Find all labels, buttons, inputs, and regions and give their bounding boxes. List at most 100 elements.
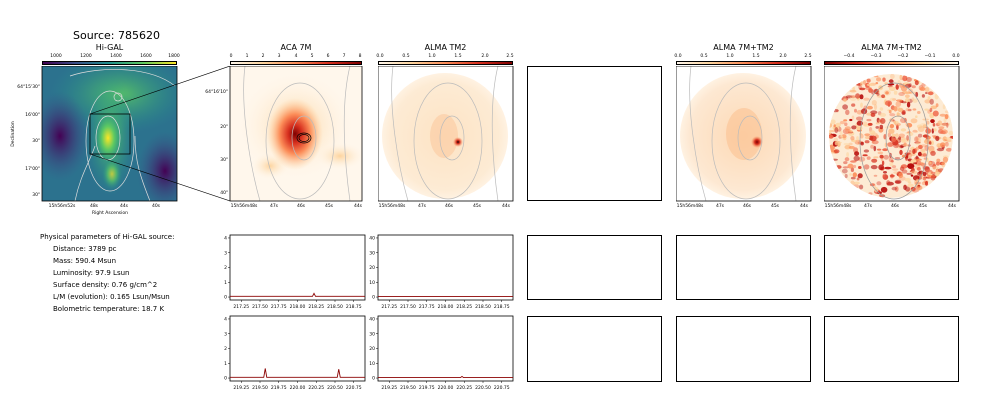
aca-x-tick: 44s [354,203,363,209]
spectrum-line [378,375,513,379]
resid-noise-blob [902,144,909,147]
aca-cb-tick: 1 [245,54,249,59]
resid-noise-blob [941,122,949,126]
resid-noise-blob [901,78,905,81]
resid-noise-blob [856,136,859,141]
resid-noise-blob [891,186,897,191]
resid-x-tick: 15h56m48s [825,203,852,209]
higal-cb-tick: 1600 [140,54,152,59]
spectrum-x-tick: 220.25 [456,385,472,391]
resid-noise-blob [910,159,917,164]
resid-noise-blob [875,82,879,85]
resid-noise-blob [862,79,867,85]
higal-x-tick: 48s [90,203,99,209]
resid-noise-blob [893,106,898,112]
resid-noise-blob [841,168,848,174]
resid-noise-blob [915,130,919,133]
spectrum-x-tick: 220.00 [290,385,306,391]
resid-noise-blob [879,112,887,117]
spectrum-y-tick: 2 [224,265,227,271]
resid-noise-blob [922,177,927,181]
tm2-cb-tick: 1.0 [428,54,436,59]
resid-x-tick: 46s [891,203,900,209]
resid-noise-blob [924,99,931,104]
resid-noise-blob [833,137,838,142]
resid-noise-blob [932,123,936,127]
resid-noise-blob [914,181,922,185]
resid-noise-blob [905,83,912,88]
resid-noise-blob [860,141,864,146]
resid-noise-blob [939,113,946,117]
resid-noise-blob [829,129,832,136]
resid-noise-blob [883,154,889,160]
resid-noise-blob [844,173,848,179]
resid-noise-blob [895,133,899,138]
resid-noise-blob [907,163,915,169]
spectrum-x-tick: 218.00 [290,304,306,310]
spectrum-x-tick: 218.50 [327,304,343,310]
source-title: Source: 785620 [73,29,160,42]
aca-y-tick: 40" [220,190,228,196]
resid-noise-blob [912,148,916,154]
resid-noise-blob [849,89,857,93]
resid-noise-blob [889,161,894,167]
resid-noise-blob [915,142,922,146]
spectrum-y-tick: 20 [369,346,375,352]
resid-noise-blob [946,122,951,126]
resid-noise-blob [829,134,834,139]
aca-cb-tick: 3 [277,54,281,59]
resid-noise-blob [840,135,843,138]
tm2-x-tick: 45s [473,203,482,209]
resid-noise-blob [910,174,914,177]
aca-title: ACA 7M [280,43,312,52]
spectrum-x-tick: 220.00 [438,385,454,391]
spectrum-x-tick: 219.50 [252,385,268,391]
resid-noise-blob [870,112,876,117]
spectrum-x-tick: 218.75 [346,304,362,310]
spectrum-x-tick: 218.25 [308,304,324,310]
resid-noise-blob [843,98,847,102]
spectrum-x-tick: 218.00 [438,304,454,310]
resid-noise-blob [936,148,944,152]
resid-title: ALMA 7M+TM2 [861,43,922,52]
resid-noise-blob [866,112,871,116]
resid-noise-blob [919,86,926,91]
higal-cb-tick: 1800 [168,54,180,59]
spectrum-x-tick: 219.25 [233,385,249,391]
resid-noise-blob [948,130,953,136]
tm2-cb-tick: 1.5 [454,54,462,59]
resid-noise-blob [897,107,904,113]
resid-noise-blob [871,100,877,106]
resid-noise-blob [924,87,930,93]
phys-header: Physical parameters of Hi-GAL source: [40,233,175,241]
resid-noise-blob [902,75,908,82]
resid-noise-blob [870,165,878,170]
resid-noise-blob [929,161,932,165]
resid-noise-blob [900,128,907,132]
resid-noise-blob [930,175,936,181]
aca-colorbar [230,61,362,65]
resid-noise-blob [931,128,934,134]
resid-noise-blob [844,122,848,126]
resid-noise-blob [911,85,916,89]
resid-noise-blob [934,172,940,177]
spectrum-x-tick: 219.25 [381,385,397,391]
resid-noise-blob [848,142,853,146]
resid-noise-blob [927,91,934,96]
combo-x-tick: 44s [800,203,809,209]
resid-noise-blob [893,120,897,125]
resid-noise-blob [876,148,882,151]
resid-noise-blob [881,160,885,166]
resid-noise-blob [927,96,931,100]
spectrum-axes [377,315,514,382]
spectrum-aca-row2: 0 1 2 3 4 219.25 219.50 219.75 220.00 220.25 220.5… [224,315,366,391]
spectrum-line [230,368,365,378]
resid-noise-blob [944,114,949,120]
phys-surface-density: Surface density: 0.76 g/cm^2 [53,281,158,289]
resid-noise-blob [876,77,882,82]
resid-noise-blob [834,141,839,146]
resid-noise-blob [914,141,921,144]
resid-noise-blob [929,108,933,112]
tm2-cb-tick: 2.0 [481,54,489,59]
